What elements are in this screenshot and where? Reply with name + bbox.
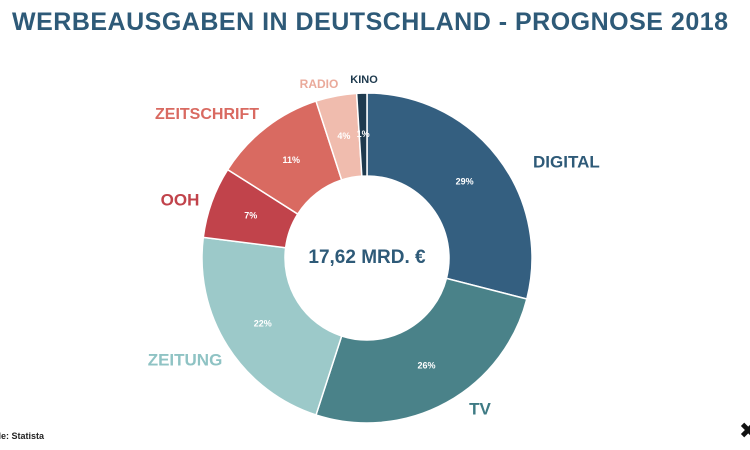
- slice-digital: [366, 92, 533, 300]
- value-label-radio: 4%: [337, 131, 350, 141]
- category-label-zeitschrift: ZEITSCHRIFT: [155, 106, 259, 123]
- category-label-radio: RADIO: [300, 77, 339, 91]
- value-label-digital: 29%: [456, 177, 474, 187]
- close-icon[interactable]: ✖: [739, 418, 750, 443]
- value-label-zeitschrift: 11%: [283, 155, 301, 165]
- category-label-ooh: OOH: [161, 190, 200, 209]
- category-label-zeitung: ZEITUNG: [148, 350, 223, 369]
- category-label-digital: DIGITAL: [533, 152, 600, 171]
- value-label-kino: 1%: [357, 129, 370, 139]
- chart-title: WERBEAUSGABEN IN DEUTSCHLAND - PROGNOSE …: [12, 8, 729, 36]
- source-note: lle: Statista: [0, 431, 45, 441]
- value-label-tv: 26%: [417, 361, 435, 371]
- value-label-ooh: 7%: [244, 211, 257, 221]
- center-total-label: 17,62 MRD. €: [308, 247, 426, 268]
- category-label-tv: TV: [469, 399, 491, 418]
- slice-zeitung: [201, 236, 343, 416]
- slice-kino: [355, 92, 368, 177]
- value-label-zeitung: 22%: [254, 319, 272, 329]
- slice-tv: [315, 277, 528, 424]
- category-label-kino: KINO: [350, 74, 378, 86]
